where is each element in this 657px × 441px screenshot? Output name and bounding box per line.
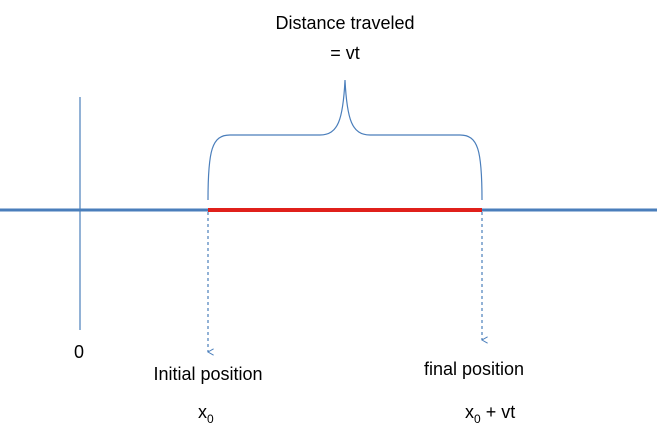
symbol-sub: 0 (207, 412, 214, 426)
initial-symbol: x0 (198, 402, 214, 426)
final-symbol: x0 + vt (465, 402, 515, 426)
origin-label: 0 (74, 342, 84, 362)
symbol-rest: + vt (481, 402, 516, 422)
brace-label: = vt (330, 43, 360, 63)
symbol-base: x (465, 402, 474, 422)
initial-label: Initial position (153, 364, 262, 384)
symbol-base: x (198, 402, 207, 422)
final-label: final position (424, 359, 524, 379)
brace-label: Distance traveled (275, 13, 414, 33)
brace (207, 79, 483, 201)
symbol-sub: 0 (474, 412, 481, 426)
